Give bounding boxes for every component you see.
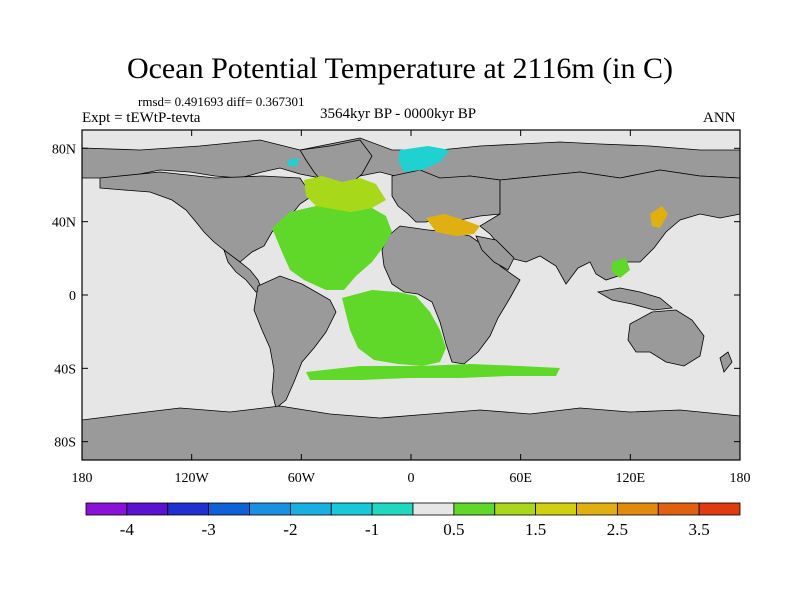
page-title: Ocean Potential Temperature at 2116m (in… xyxy=(126,52,674,85)
colorbar-label: -4 xyxy=(120,520,135,539)
land-new-zealand xyxy=(719,351,733,373)
anomaly-southern-ocean-band xyxy=(306,364,560,380)
anomaly-south-atlantic xyxy=(342,290,446,366)
colorbar-box xyxy=(249,502,291,516)
colorbar-label: -1 xyxy=(365,520,379,539)
colorbar-boxes xyxy=(85,502,741,516)
y-tick-label: 40N xyxy=(52,216,76,231)
land-north-america xyxy=(99,171,313,263)
anomaly-north-atlantic-subpolar xyxy=(304,176,386,212)
colorbar-labels: -4 -3 -2 -1 0.5 1.5 2.5 3.5 xyxy=(120,520,710,539)
x-tick-label: 180 xyxy=(72,471,93,486)
season-label: ANN xyxy=(703,110,736,126)
colorbar-box xyxy=(330,502,373,516)
anomaly-north-atlantic xyxy=(272,206,392,290)
colorbar-label: 1.5 xyxy=(525,520,546,539)
colorbar-label: -3 xyxy=(202,520,216,539)
colorbar-label: 2.5 xyxy=(607,520,628,539)
y-tick-label: 0 xyxy=(69,289,76,304)
colorbar-box xyxy=(535,502,577,516)
colorbar-box xyxy=(85,502,128,516)
colorbar-box xyxy=(657,502,700,516)
y-tick-label: 40S xyxy=(54,362,76,377)
colorbar-box xyxy=(289,502,332,516)
colorbar-label: 0.5 xyxy=(443,520,464,539)
colorbar-box xyxy=(698,502,741,516)
stats-label: rmsd= 0.491693 diff= 0.367301 xyxy=(138,94,305,109)
map-panel: 180 120W 60W 0 60E 120E 180 80N 40N 0 40S 80S xyxy=(52,129,751,486)
experiment-label: Expt = tEWtP-tevta xyxy=(82,110,201,126)
colorbar-box xyxy=(208,502,250,516)
anomaly-arctic-spot xyxy=(288,158,298,166)
land-arabia xyxy=(475,235,515,271)
colorbar-label: -2 xyxy=(283,520,297,539)
period-label: 3564kyr BP - 0000kyr BP xyxy=(320,106,477,122)
land-south-america xyxy=(253,275,337,409)
land-australia xyxy=(627,309,705,367)
colorbar-box xyxy=(412,502,455,516)
x-tick-label: 0 xyxy=(408,471,415,486)
anomaly-mediterranean xyxy=(426,214,480,236)
x-tick-label: 60E xyxy=(509,471,532,486)
colorbar-box xyxy=(576,502,618,516)
x-tick-label: 120E xyxy=(616,471,646,486)
y-axis: 80N 40N 0 40S 80S xyxy=(52,142,740,451)
colorbar-box xyxy=(371,502,414,516)
colorbar-label: 3.5 xyxy=(689,520,710,539)
colorbar-box xyxy=(616,502,659,516)
colorbar-box xyxy=(494,502,537,516)
x-axis: 180 120W 60W 0 60E 120E 180 xyxy=(72,130,751,486)
colorbar-box xyxy=(453,502,496,516)
x-tick-label: 60W xyxy=(288,471,316,486)
land-europe xyxy=(391,169,501,223)
y-tick-label: 80N xyxy=(52,142,76,157)
anomaly-layer xyxy=(272,146,668,380)
colorbar-box xyxy=(126,502,169,516)
land-indonesia xyxy=(596,287,673,311)
x-tick-label: 180 xyxy=(730,471,751,486)
anomaly-nordic-seas xyxy=(398,146,450,172)
y-tick-label: 80S xyxy=(54,436,76,451)
x-tick-label: 120W xyxy=(175,471,210,486)
colorbar: -4 -3 -2 -1 0.5 1.5 2.5 3.5 xyxy=(85,502,741,539)
anomaly-sea-of-japan xyxy=(650,206,668,228)
colorbar-box xyxy=(167,502,210,516)
anomaly-south-china-sea xyxy=(612,258,630,278)
